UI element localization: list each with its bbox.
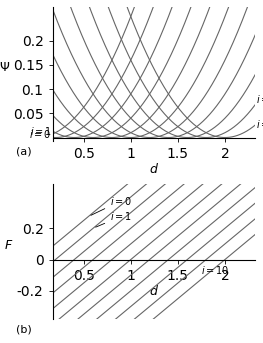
Text: $i=0$: $i=0$: [29, 128, 52, 140]
X-axis label: $d$: $d$: [149, 162, 159, 176]
X-axis label: $d$: $d$: [149, 284, 159, 298]
Text: $i=10$: $i=10$: [201, 264, 230, 276]
Text: $i=0$: $i=0$: [91, 195, 132, 215]
Y-axis label: $\Psi$: $\Psi$: [0, 61, 10, 74]
Text: (a): (a): [16, 147, 32, 157]
Text: $i=10$: $i=10$: [256, 118, 263, 130]
Text: $i=1$: $i=1$: [96, 211, 132, 227]
Text: (b): (b): [16, 324, 32, 334]
Y-axis label: $F$: $F$: [4, 239, 13, 252]
Text: $i=9$: $i=9$: [256, 93, 263, 105]
Text: $i=1$: $i=1$: [30, 125, 52, 137]
